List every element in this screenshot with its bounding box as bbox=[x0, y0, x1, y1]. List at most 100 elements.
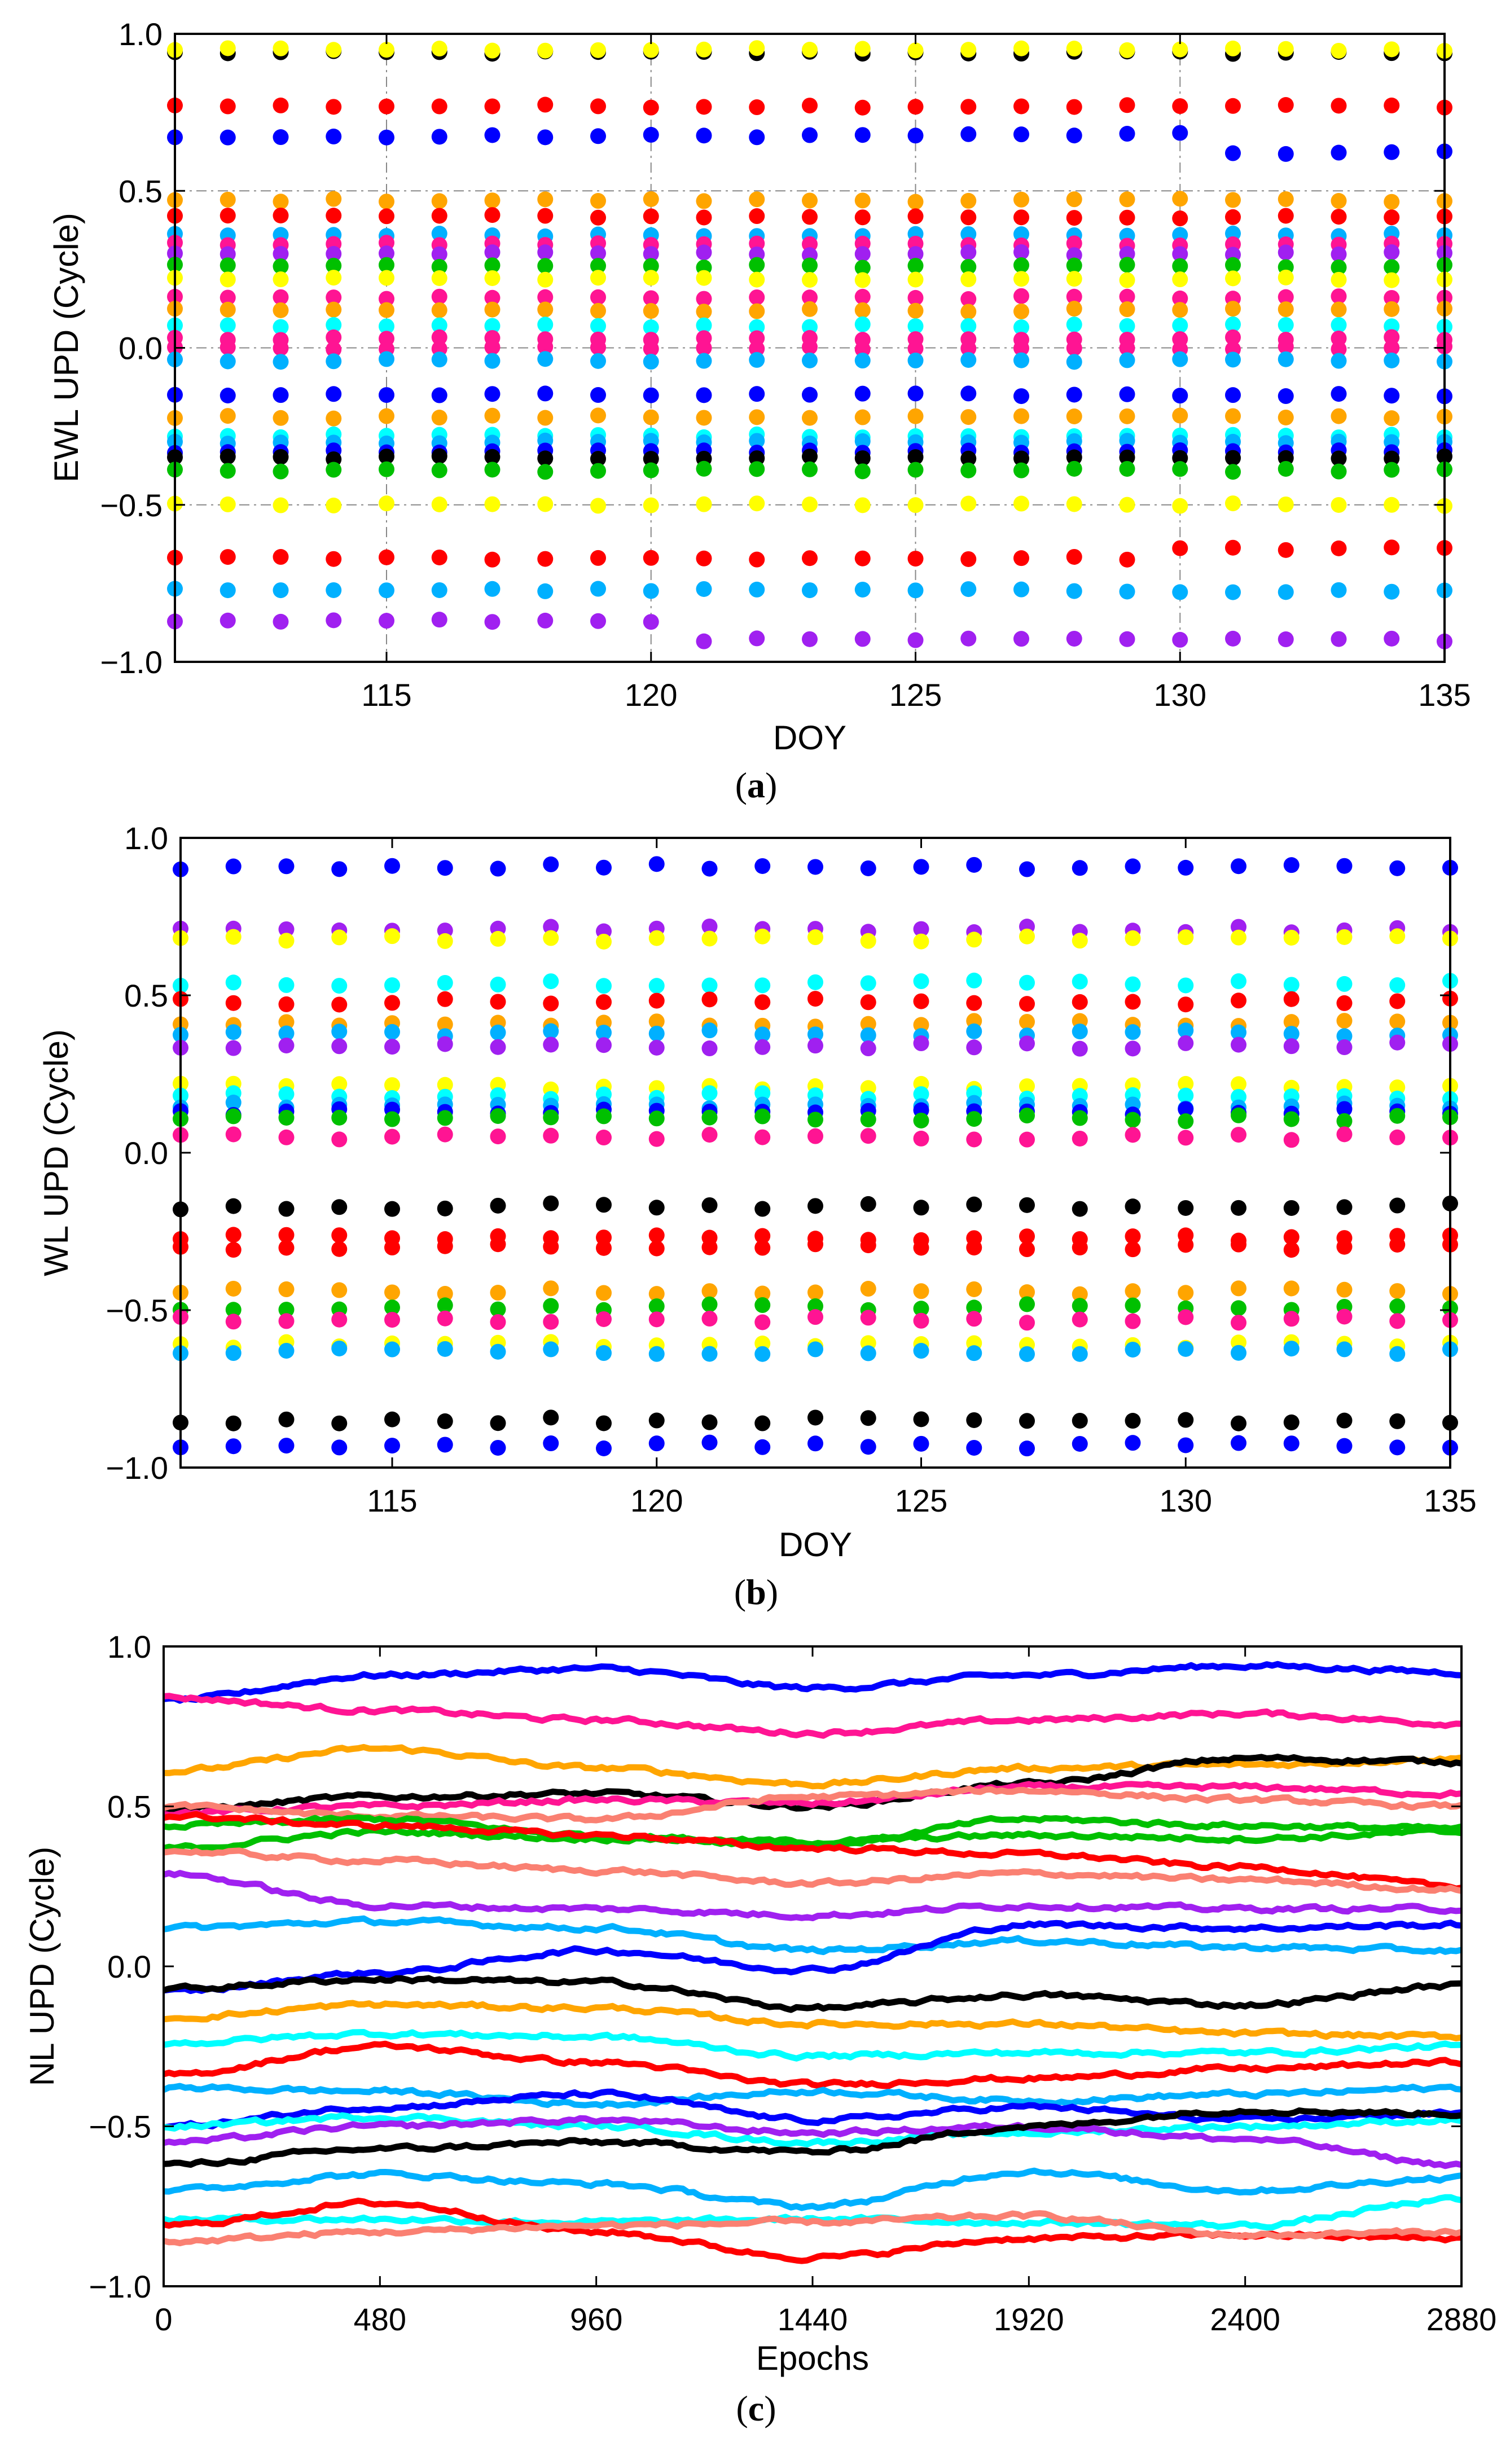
x-axis-label: DOY bbox=[773, 719, 846, 757]
data-point bbox=[1172, 271, 1188, 288]
data-point bbox=[1072, 1298, 1088, 1314]
data-point bbox=[220, 317, 236, 333]
data-point bbox=[913, 933, 929, 950]
data-point bbox=[220, 339, 236, 355]
data-point bbox=[913, 1086, 929, 1103]
data-point bbox=[1331, 317, 1347, 333]
data-point bbox=[749, 630, 765, 647]
data-point bbox=[648, 1298, 665, 1315]
data-point bbox=[1384, 410, 1400, 427]
data-point bbox=[754, 994, 771, 1011]
data-point bbox=[1172, 317, 1188, 333]
data-point bbox=[648, 1227, 665, 1244]
data-point bbox=[379, 208, 394, 225]
data-point bbox=[273, 271, 289, 288]
data-point bbox=[1013, 631, 1029, 647]
data-point bbox=[907, 462, 924, 478]
data-point bbox=[860, 1237, 876, 1254]
data-point bbox=[1172, 450, 1188, 466]
data-point bbox=[326, 99, 342, 115]
data-point bbox=[802, 289, 818, 306]
data-point bbox=[1119, 42, 1135, 58]
data-point bbox=[860, 1040, 876, 1057]
data-point bbox=[907, 246, 924, 262]
data-point bbox=[648, 1039, 665, 1056]
data-point bbox=[1283, 977, 1300, 993]
data-point bbox=[960, 226, 977, 242]
series-line-skyblue-2 bbox=[164, 2083, 1461, 2109]
data-point bbox=[1231, 1236, 1246, 1253]
data-point bbox=[379, 257, 394, 273]
data-point bbox=[537, 612, 554, 629]
data-point bbox=[1178, 859, 1194, 876]
data-point bbox=[807, 974, 823, 990]
data-point bbox=[1172, 290, 1188, 306]
data-point bbox=[1013, 257, 1029, 274]
data-point bbox=[1231, 1435, 1246, 1451]
data-point bbox=[648, 1286, 665, 1302]
data-point bbox=[437, 1238, 453, 1254]
data-point bbox=[1066, 548, 1082, 565]
caption: (a) bbox=[735, 765, 778, 805]
data-point bbox=[590, 581, 606, 597]
data-point bbox=[1336, 1126, 1353, 1143]
data-point bbox=[537, 271, 554, 288]
data-point bbox=[278, 1313, 295, 1329]
data-point bbox=[1336, 1028, 1353, 1044]
data-point bbox=[749, 340, 765, 357]
series-line-purple-1 bbox=[164, 1870, 1461, 1921]
data-point bbox=[860, 975, 876, 991]
data-point bbox=[960, 630, 977, 647]
data-point bbox=[1389, 1439, 1406, 1456]
data-point bbox=[807, 859, 823, 875]
data-point bbox=[1125, 1413, 1141, 1429]
data-point bbox=[1125, 858, 1141, 875]
data-point bbox=[1336, 1113, 1353, 1129]
data-point bbox=[273, 410, 289, 426]
data-point bbox=[326, 497, 342, 513]
data-point bbox=[907, 271, 924, 288]
data-point bbox=[331, 1076, 348, 1092]
data-point bbox=[379, 245, 394, 262]
data-point bbox=[960, 450, 977, 467]
data-point bbox=[437, 1297, 453, 1314]
y-tick-label: −1.0 bbox=[106, 1450, 168, 1486]
series-magenta-2 bbox=[173, 1308, 1458, 1331]
series-black-2 bbox=[173, 1409, 1458, 1431]
data-point bbox=[484, 98, 501, 115]
data-point bbox=[431, 258, 447, 275]
data-point bbox=[1119, 126, 1135, 142]
data-point bbox=[384, 1039, 400, 1055]
data-point bbox=[907, 582, 924, 599]
data-point bbox=[273, 463, 289, 480]
data-point bbox=[1119, 352, 1135, 368]
data-point bbox=[1278, 460, 1294, 477]
data-point bbox=[590, 407, 606, 424]
x-tick-label: 120 bbox=[625, 677, 677, 713]
data-point bbox=[966, 995, 982, 1011]
data-point bbox=[379, 549, 394, 565]
series-cyan-1 bbox=[173, 972, 1458, 994]
data-point bbox=[220, 353, 236, 370]
data-point bbox=[854, 631, 871, 647]
data-point bbox=[854, 272, 871, 288]
x-tick-label: 960 bbox=[570, 2302, 622, 2337]
data-point bbox=[1225, 316, 1241, 332]
series-line-black-2 bbox=[164, 1975, 1461, 2013]
data-point bbox=[537, 244, 554, 261]
data-point bbox=[1072, 1040, 1088, 1057]
y-tick-label: 0.0 bbox=[107, 1949, 151, 1984]
data-point bbox=[1384, 340, 1400, 356]
data-point bbox=[1066, 409, 1082, 425]
data-point bbox=[273, 194, 289, 210]
data-point bbox=[1331, 193, 1347, 209]
data-point bbox=[278, 977, 295, 993]
data-point bbox=[331, 978, 348, 994]
y-tick-label: 0.5 bbox=[124, 978, 168, 1013]
data-point bbox=[225, 858, 242, 875]
data-point bbox=[590, 387, 606, 403]
data-point bbox=[1125, 930, 1141, 946]
series-red-1 bbox=[167, 96, 1452, 116]
data-point bbox=[802, 352, 818, 368]
data-point bbox=[643, 270, 659, 286]
